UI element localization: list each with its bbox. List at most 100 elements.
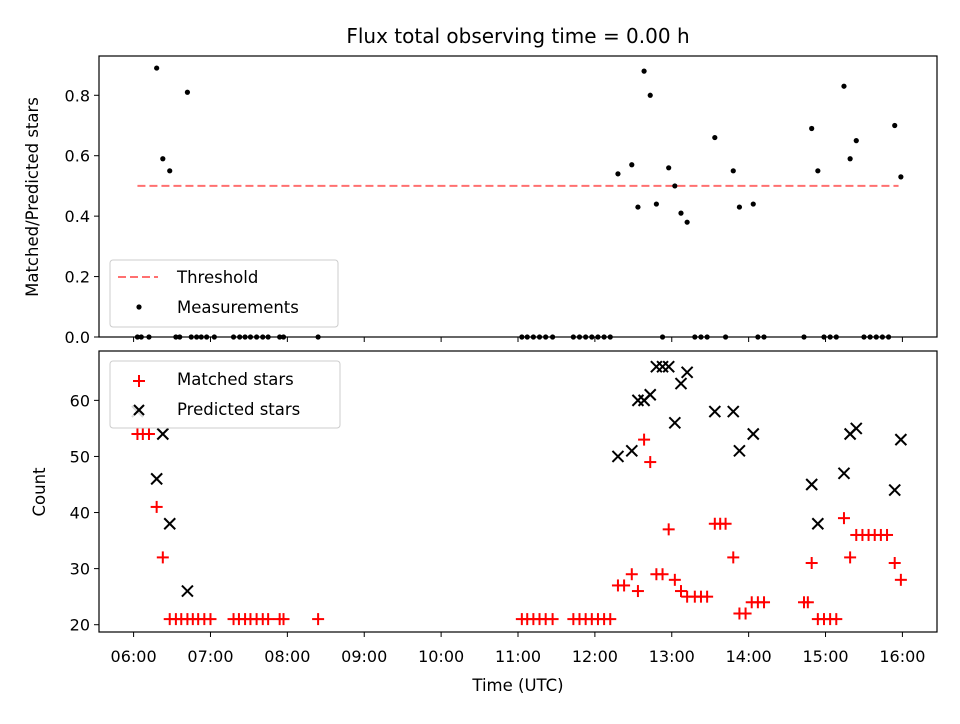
matched-star-point — [662, 523, 675, 536]
measurement-point — [736, 204, 743, 210]
matched-star-point — [625, 568, 638, 581]
measurement-point — [815, 168, 821, 174]
legend-measurements-label: Measurements — [177, 298, 299, 317]
x-tick-label: 07:00 — [187, 647, 233, 666]
matched-star-point — [262, 613, 275, 626]
predicted-star-point — [625, 444, 638, 458]
bottom-y-ticks: 20 30 40 50 60 — [70, 391, 99, 635]
bottom-y-tick-label: 30 — [70, 560, 90, 579]
bottom-y-tick-label: 20 — [70, 616, 90, 635]
predicted-star-point — [668, 416, 682, 429]
matched-star-point — [638, 433, 651, 446]
measurement-point — [809, 125, 815, 132]
measurement-point — [167, 168, 173, 174]
matched-star-point — [801, 596, 814, 609]
matched-star-point — [668, 573, 681, 586]
predicted-star-point — [733, 444, 746, 458]
predicted-star-point — [611, 450, 625, 463]
measurement-point — [678, 210, 684, 216]
top-y-tick-label: 0.2 — [65, 268, 90, 287]
predicted-star-point — [837, 467, 851, 480]
top-y-tick-label: 0.8 — [65, 86, 90, 105]
matched-star-point — [142, 428, 155, 441]
legend-matched-swatch — [133, 375, 145, 387]
top-y-tick-label: 0.6 — [65, 147, 90, 166]
matched-star-point — [674, 585, 687, 598]
matched-star-point — [604, 613, 617, 626]
matched-star-point — [656, 568, 669, 581]
top-y-axis-label: Matched/Predicted stars — [23, 97, 42, 297]
x-tick-label: 11:00 — [495, 647, 541, 666]
bottom-panel: 20 30 40 50 60 06:00 07:00 08:00 09:00 10:00 11:0… — [30, 350, 938, 695]
predicted-star-point — [894, 433, 908, 446]
x-axis-label: Time (UTC) — [471, 676, 563, 695]
measurement-point — [184, 89, 191, 95]
predicted-star-point — [708, 405, 722, 418]
x-tick-label: 10:00 — [418, 647, 464, 666]
matched-star-point — [150, 500, 163, 513]
predicted-star-point — [850, 422, 863, 435]
bottom-y-tick-label: 40 — [70, 504, 90, 523]
measurement-point — [160, 156, 166, 162]
measurement-point — [672, 183, 678, 189]
x-tick-label: 13:00 — [649, 647, 695, 666]
matched-star-point — [156, 551, 169, 564]
measurement-point — [629, 162, 635, 168]
measurement-point — [730, 168, 736, 174]
matched-star-point — [830, 613, 843, 626]
measurement-point — [750, 201, 756, 207]
legend-predicted-swatch — [133, 404, 145, 416]
matched-star-point — [618, 579, 631, 592]
predicted-star-point — [674, 377, 688, 390]
matched-star-point — [546, 613, 559, 626]
measurement-point — [653, 201, 659, 207]
matched-star-point — [204, 613, 217, 626]
predicted-star-point — [680, 366, 694, 379]
x-tick-label: 14:00 — [726, 647, 772, 666]
predicted-star-point — [805, 478, 818, 491]
predicted-star-point — [150, 472, 163, 486]
x-tick-label: 12:00 — [572, 647, 618, 666]
top-y-ticks: 0.0 0.2 0.4 0.6 0.8 — [65, 86, 99, 347]
top-y-tick-label: 0.4 — [65, 207, 90, 226]
matched-star-point — [894, 573, 907, 586]
matched-star-point — [277, 613, 290, 626]
chart-title: Flux total observing time = 0.00 h — [346, 24, 689, 48]
x-tick-label: 09:00 — [341, 647, 387, 666]
measurement-point — [666, 165, 672, 171]
measurement-point — [641, 68, 647, 74]
matched-star-point — [719, 517, 732, 530]
top-plot-frame — [98, 55, 938, 338]
top-x-ticks — [133, 337, 903, 342]
matched-star-point — [758, 596, 771, 609]
measurement-point — [647, 92, 653, 98]
legend-matched-label: Matched stars — [177, 370, 294, 389]
matched-star-point — [888, 557, 901, 570]
bottom-y-tick-label: 60 — [70, 391, 90, 410]
top-y-tick-label: 0.0 — [65, 328, 90, 347]
matched-star-point — [701, 590, 714, 603]
x-tick-label: 16:00 — [879, 647, 925, 666]
predicted-star-point — [163, 517, 176, 530]
measurement-point — [853, 138, 859, 144]
top-legend: Threshold Measurements — [109, 259, 339, 328]
predicted-star-point — [747, 427, 760, 441]
bottom-legend-box — [109, 360, 341, 429]
bottom-data-layer — [131, 360, 908, 626]
measurement-point — [615, 171, 621, 177]
top-panel: 0.00.20.40.60.8 Matched/Predicted stars … — [23, 55, 938, 347]
top-legend-box — [109, 259, 339, 328]
x-tick-label: 06:00 — [111, 647, 157, 666]
bottom-y-axis-label: Count — [30, 467, 49, 517]
matched-star-point — [739, 607, 752, 620]
matched-star-point — [844, 551, 857, 564]
legend-predicted-label: Predicted stars — [177, 400, 300, 419]
legend-threshold-label: Threshold — [176, 268, 258, 287]
matched-star-point — [881, 528, 894, 541]
measurement-point — [892, 122, 898, 129]
matched-star-point — [312, 613, 325, 626]
measurement-point — [154, 65, 160, 71]
measurement-point — [841, 83, 847, 89]
